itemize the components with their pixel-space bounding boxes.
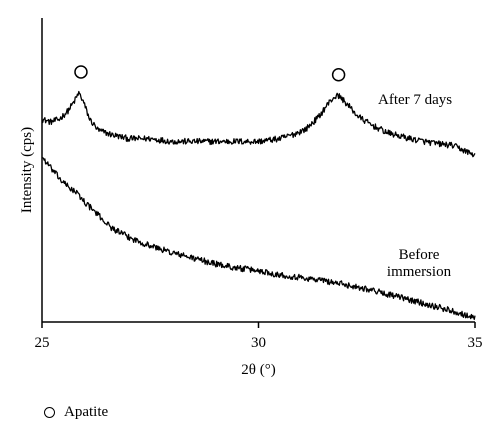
series-label: Before bbox=[399, 247, 440, 263]
y-axis-title: Intensity (cps) bbox=[19, 127, 35, 213]
series-line-before-immersion bbox=[41, 157, 476, 321]
x-tick-label: 30 bbox=[251, 335, 266, 351]
x-axis-title: 2θ (°) bbox=[241, 362, 275, 378]
series-label: After 7 days bbox=[378, 92, 452, 108]
apatite-peak-marker bbox=[331, 68, 346, 82]
legend-label-apatite: Apatite bbox=[64, 403, 109, 420]
x-ticks: 25 30 35 bbox=[35, 322, 483, 351]
annotation-layer bbox=[74, 65, 346, 82]
series-label: immersion bbox=[387, 264, 452, 280]
series-layer bbox=[41, 90, 476, 321]
x-tick-label: 35 bbox=[468, 335, 483, 351]
series-line-after-7-days bbox=[41, 90, 476, 158]
legend: Apatite bbox=[44, 401, 108, 423]
apatite-peak-marker bbox=[74, 65, 88, 79]
x-tick-label: 25 bbox=[35, 335, 50, 351]
apatite-marker-icon bbox=[44, 406, 55, 418]
